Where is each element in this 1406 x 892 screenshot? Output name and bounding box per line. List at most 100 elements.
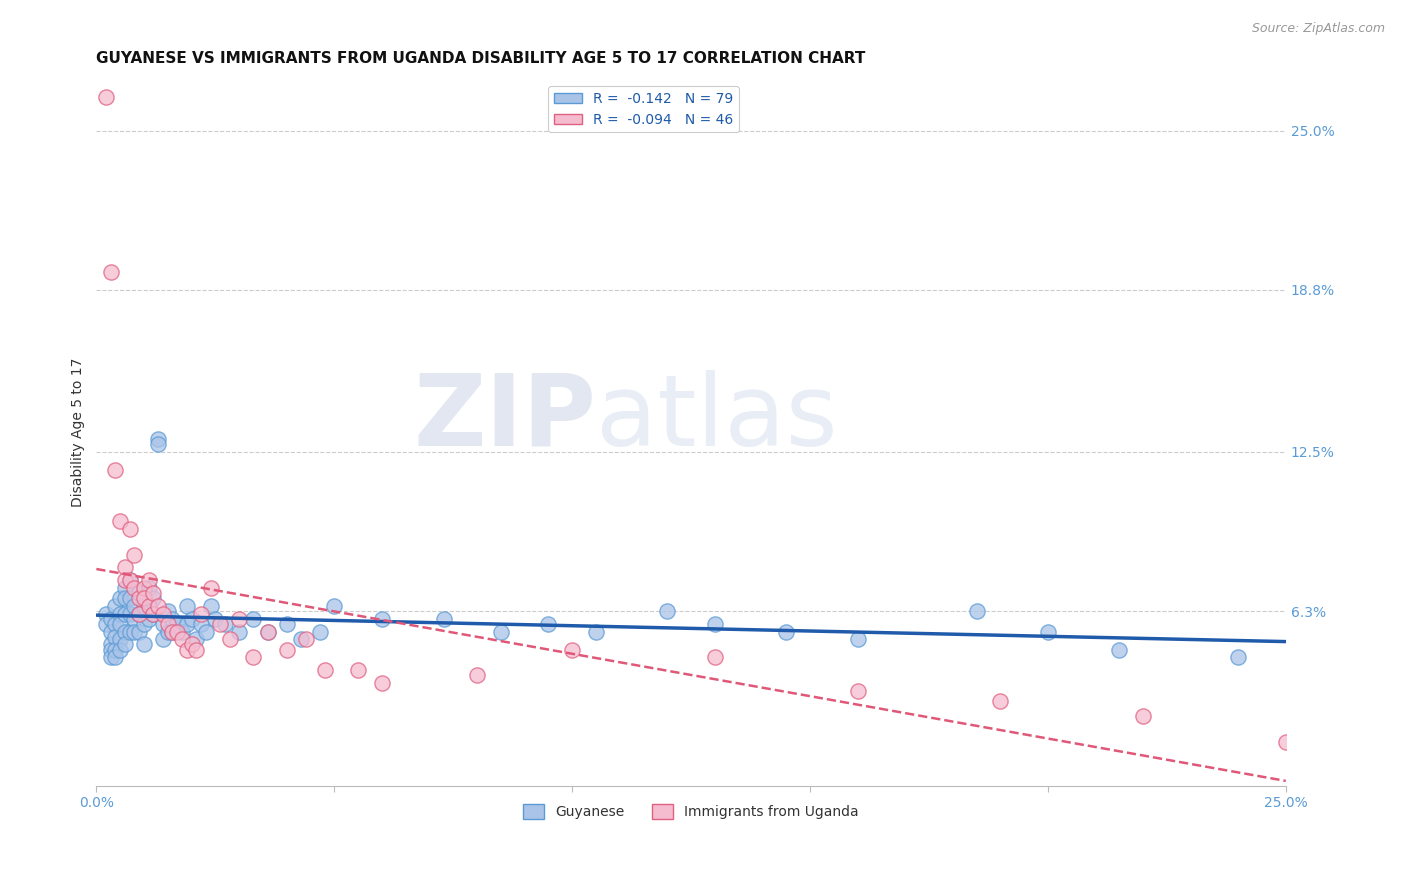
Point <box>347 663 370 677</box>
Point <box>162 624 184 639</box>
Point <box>162 612 184 626</box>
Point <box>186 632 208 647</box>
Text: atlas: atlas <box>596 370 838 467</box>
Point <box>104 642 127 657</box>
Point <box>114 638 136 652</box>
Point <box>100 265 122 279</box>
Point <box>186 642 208 657</box>
Point <box>180 612 202 626</box>
Point <box>276 642 298 657</box>
Point <box>114 560 136 574</box>
Point <box>132 599 155 613</box>
Point <box>142 607 165 621</box>
Point <box>190 607 212 621</box>
Point <box>128 624 150 639</box>
Point <box>309 624 332 639</box>
Point <box>703 616 725 631</box>
Point <box>1274 735 1296 749</box>
Point <box>100 638 122 652</box>
Point <box>1132 709 1154 723</box>
Point <box>170 624 193 639</box>
Point <box>775 624 797 639</box>
Point <box>166 616 188 631</box>
Point <box>124 548 146 562</box>
Point <box>114 624 136 639</box>
Point <box>148 437 170 451</box>
Point <box>124 581 146 595</box>
Point <box>148 599 170 613</box>
Point <box>166 624 188 639</box>
Point <box>128 607 150 621</box>
Point <box>966 604 988 618</box>
Point <box>108 514 131 528</box>
Point <box>138 574 160 588</box>
Point <box>100 642 122 657</box>
Point <box>465 668 488 682</box>
Point <box>228 612 250 626</box>
Point <box>846 632 869 647</box>
Point <box>124 612 146 626</box>
Point <box>371 676 394 690</box>
Point <box>561 642 583 657</box>
Point <box>156 624 179 639</box>
Y-axis label: Disability Age 5 to 17: Disability Age 5 to 17 <box>72 358 86 508</box>
Point <box>846 683 869 698</box>
Point <box>94 90 117 104</box>
Point <box>228 624 250 639</box>
Point <box>176 616 198 631</box>
Point <box>114 591 136 606</box>
Point <box>128 607 150 621</box>
Point <box>104 650 127 665</box>
Point <box>132 638 155 652</box>
Point <box>104 630 127 644</box>
Point <box>214 616 236 631</box>
Point <box>1108 642 1130 657</box>
Point <box>94 607 117 621</box>
Point <box>132 616 155 631</box>
Point <box>118 522 141 536</box>
Point <box>128 586 150 600</box>
Point <box>489 624 512 639</box>
Point <box>256 624 278 639</box>
Text: Source: ZipAtlas.com: Source: ZipAtlas.com <box>1251 22 1385 36</box>
Point <box>209 616 232 631</box>
Point <box>138 599 160 613</box>
Legend: Guyanese, Immigrants from Uganda: Guyanese, Immigrants from Uganda <box>517 799 865 825</box>
Point <box>152 616 174 631</box>
Point <box>118 607 141 621</box>
Point <box>108 632 131 647</box>
Point <box>190 616 212 631</box>
Point <box>152 632 174 647</box>
Point <box>170 632 193 647</box>
Point <box>138 612 160 626</box>
Point <box>657 604 679 618</box>
Point <box>104 463 127 477</box>
Point <box>585 624 607 639</box>
Point <box>128 591 150 606</box>
Point <box>314 663 336 677</box>
Point <box>180 638 202 652</box>
Point <box>242 650 264 665</box>
Point <box>114 574 136 588</box>
Point <box>537 616 560 631</box>
Point <box>100 650 122 665</box>
Point <box>132 591 155 606</box>
Point <box>94 616 117 631</box>
Point <box>294 632 316 647</box>
Point <box>142 607 165 621</box>
Point <box>1227 650 1250 665</box>
Point <box>108 616 131 631</box>
Point <box>114 581 136 595</box>
Point <box>200 581 222 595</box>
Point <box>156 604 179 618</box>
Point <box>176 642 198 657</box>
Point <box>100 624 122 639</box>
Point <box>114 607 136 621</box>
Text: GUYANESE VS IMMIGRANTS FROM UGANDA DISABILITY AGE 5 TO 17 CORRELATION CHART: GUYANESE VS IMMIGRANTS FROM UGANDA DISAB… <box>97 51 866 66</box>
Point <box>108 591 131 606</box>
Point <box>124 624 146 639</box>
Point <box>118 591 141 606</box>
Point <box>118 574 141 588</box>
Point <box>148 432 170 446</box>
Point <box>138 581 160 595</box>
